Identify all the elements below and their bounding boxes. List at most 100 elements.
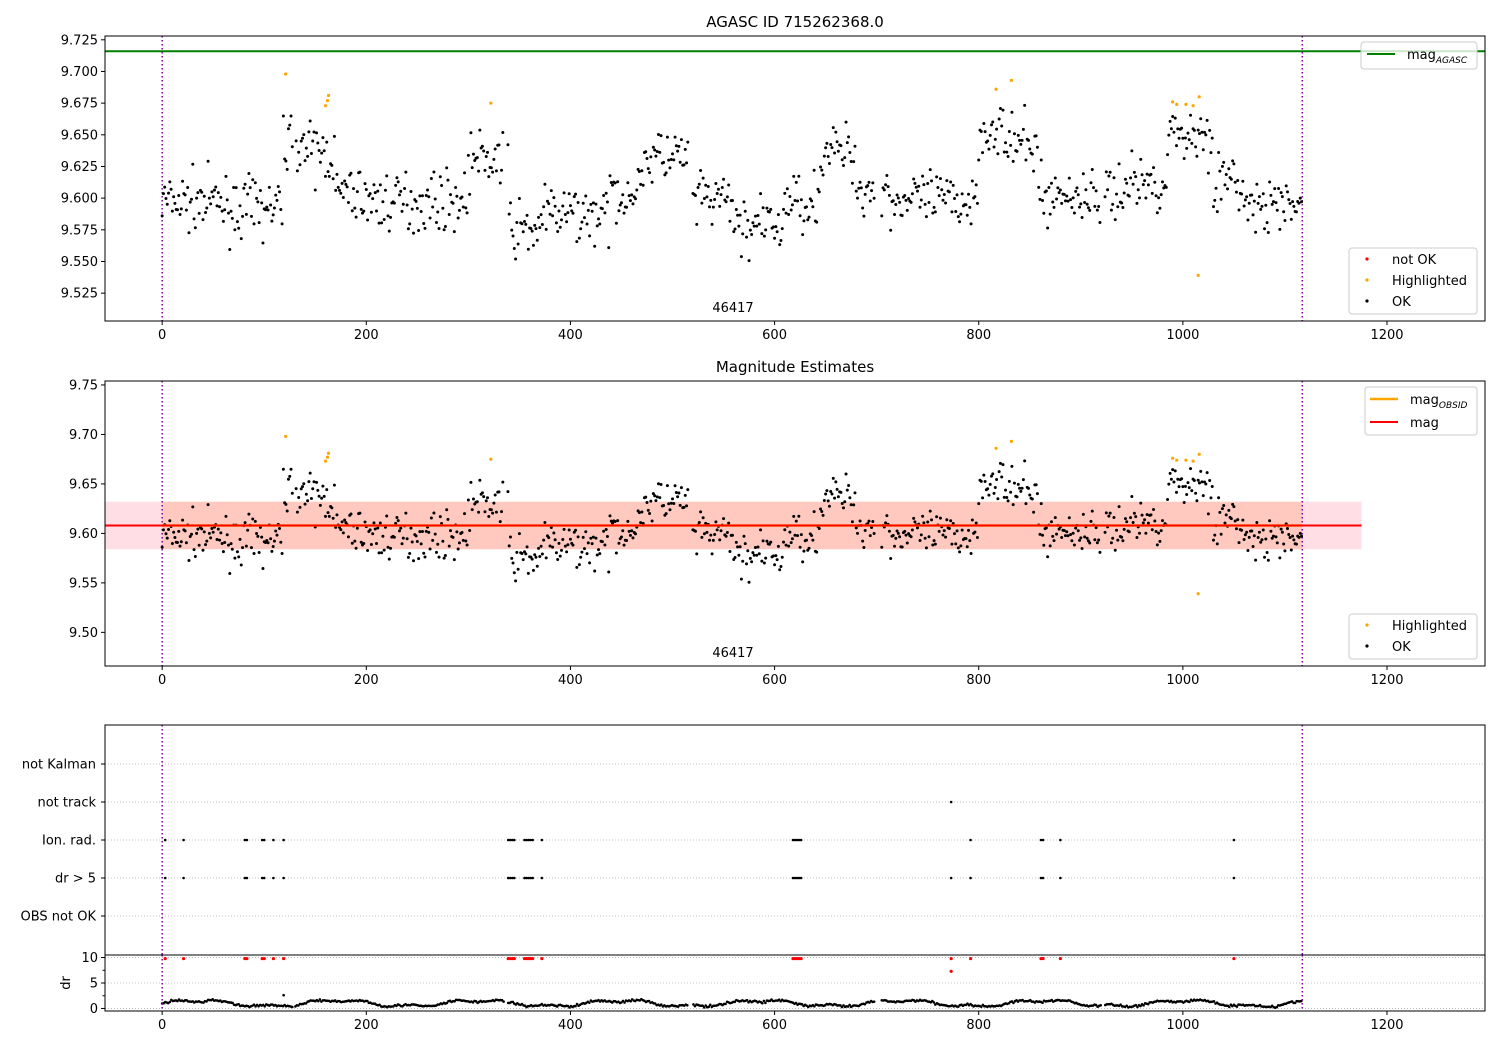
ok-point [200, 190, 204, 194]
ok-point [995, 127, 999, 131]
ok-point [683, 493, 687, 497]
ok-point [804, 538, 808, 542]
ok-point [756, 545, 760, 549]
flag-point [531, 876, 534, 880]
ok-point [575, 240, 579, 244]
ok-point [1282, 542, 1286, 546]
ok-point [789, 541, 793, 545]
ok-point [954, 209, 958, 213]
ok-point [399, 526, 403, 530]
ok-point [932, 539, 936, 543]
panel-top: AGASC ID 715262368.0 46417 0 200 400 600 800… [61, 13, 1486, 343]
ok-point [195, 196, 199, 200]
ok-point [863, 528, 867, 532]
x-tick-label: 0 [158, 1018, 166, 1033]
ok-point [326, 170, 330, 174]
ok-point [252, 552, 256, 556]
ok-point [727, 183, 731, 187]
ok-point [993, 137, 997, 141]
ok-point [648, 171, 652, 175]
ok-point [921, 514, 925, 518]
ok-point [547, 536, 551, 540]
top-legend-mag-agasc-label: magAGASC [1407, 48, 1468, 66]
ok-point [598, 552, 602, 556]
ok-point [392, 201, 396, 205]
ok-point [868, 534, 872, 538]
ok-point [668, 508, 672, 512]
ok-point [323, 174, 327, 178]
ok-point [1283, 219, 1287, 223]
ok-point [568, 204, 572, 208]
ok-point [1081, 512, 1085, 516]
top-axes-frame [104, 35, 1486, 322]
ok-point [1269, 193, 1273, 197]
ok-point [286, 127, 290, 131]
ok-point [639, 521, 643, 525]
ok-point [284, 502, 288, 506]
ok-point [975, 535, 979, 539]
dr-point [1119, 1003, 1122, 1006]
ok-point [223, 540, 227, 544]
ok-point [696, 186, 700, 190]
ok-point [576, 201, 580, 205]
ok-point [923, 202, 927, 206]
ok-point [788, 530, 792, 534]
ok-point [1020, 486, 1024, 490]
ok-point [1089, 519, 1093, 523]
ok-point [418, 530, 422, 534]
highlighted-point [326, 93, 331, 98]
ok-point [1024, 158, 1028, 162]
ok-point [973, 195, 977, 199]
ok-point [757, 552, 761, 556]
ok-point [1255, 521, 1259, 525]
ok-point [1275, 208, 1279, 212]
dr-high-point [262, 956, 266, 961]
ok-point [1159, 529, 1163, 533]
ok-point [1209, 151, 1213, 155]
ok-point [1018, 138, 1022, 142]
ok-point [478, 128, 482, 132]
ok-point [704, 521, 708, 525]
ok-point [531, 568, 535, 572]
panel-middle: Magnitude Estimates 46417 0 200 400 600 800 1… [69, 358, 1486, 688]
ok-point [1069, 533, 1073, 537]
ok-point [1240, 192, 1244, 196]
ok-point [332, 134, 336, 138]
ok-point [381, 534, 385, 538]
ok-point [206, 503, 210, 507]
dr-point [777, 998, 781, 1001]
ok-point [517, 532, 521, 536]
ok-point [1032, 169, 1036, 173]
ok-point [575, 565, 579, 569]
ok-point [394, 521, 398, 525]
ok-point [223, 208, 227, 212]
ok-point [1111, 536, 1115, 540]
ok-point [241, 546, 245, 550]
ok-point [1069, 198, 1073, 202]
ok-point [760, 232, 764, 236]
ok-point [523, 220, 527, 224]
ok-point [415, 206, 419, 210]
ok-point [257, 551, 261, 555]
ok-point [1103, 530, 1107, 534]
ok-point [246, 192, 250, 196]
ok-point [299, 487, 303, 491]
ok-point [566, 211, 570, 215]
ok-point [597, 548, 601, 552]
ok-point [979, 479, 983, 483]
ok-point [278, 526, 282, 530]
ok-point [683, 147, 687, 151]
ok-point [1000, 124, 1004, 128]
ok-point [986, 487, 990, 491]
ok-point [1021, 127, 1025, 131]
ok-point [405, 203, 409, 207]
ok-point [913, 520, 917, 524]
ok-point [790, 203, 794, 207]
ok-point [1066, 199, 1070, 203]
ok-point [1166, 153, 1170, 157]
ok-point [958, 550, 962, 554]
ok-point [926, 520, 930, 524]
flag-point [527, 876, 530, 880]
ok-point [933, 210, 937, 214]
